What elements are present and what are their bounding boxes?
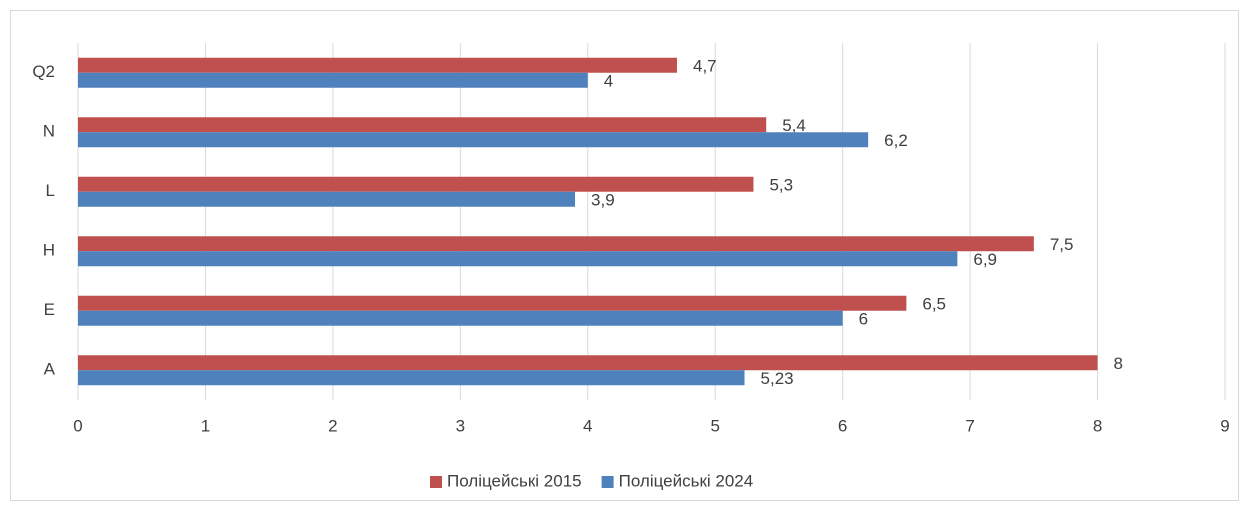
x-tick-label: 9 <box>1220 416 1229 435</box>
bar <box>78 370 745 386</box>
bar <box>78 176 754 192</box>
data-label: 6,2 <box>884 131 908 150</box>
legend-label: Поліцейські 2024 <box>619 471 754 490</box>
y-tick-label: N <box>43 122 55 141</box>
x-tick-label: 8 <box>1093 416 1102 435</box>
y-tick-label: H <box>43 241 55 260</box>
bar <box>78 236 1034 252</box>
x-tick-label: 5 <box>710 416 719 435</box>
bar <box>78 57 677 73</box>
bar <box>78 310 843 326</box>
y-tick-label: A <box>44 360 56 379</box>
data-label: 5,3 <box>769 176 793 195</box>
bar <box>78 355 1098 371</box>
data-label: 7,5 <box>1050 235 1074 254</box>
data-label: 4,7 <box>693 57 717 76</box>
data-label: 3,9 <box>591 191 615 210</box>
x-tick-label: 6 <box>838 416 847 435</box>
x-tick-label: 7 <box>965 416 974 435</box>
data-label: 4 <box>604 72 613 91</box>
data-label: 6,9 <box>973 250 997 269</box>
bar <box>78 72 588 88</box>
y-tick-label: E <box>44 300 55 319</box>
bar <box>78 191 576 207</box>
x-tick-label: 1 <box>201 416 210 435</box>
data-label: 5,4 <box>782 116 806 135</box>
bar <box>78 132 869 148</box>
data-label: 6,5 <box>922 295 946 314</box>
x-tick-label: 3 <box>456 416 465 435</box>
bar <box>78 117 767 133</box>
y-tick-label: Q2 <box>32 62 55 81</box>
bar <box>78 251 958 267</box>
data-label: 8 <box>1114 354 1123 373</box>
data-label: 5,23 <box>761 369 794 388</box>
bar <box>78 295 907 311</box>
legend-swatch <box>601 476 614 488</box>
legend-swatch <box>430 476 442 488</box>
legend-label: Поліцейські 2015 <box>447 471 582 490</box>
data-label: 6 <box>859 310 868 329</box>
y-tick-label: L <box>46 181 55 200</box>
x-tick-label: 2 <box>328 416 337 435</box>
x-tick-label: 4 <box>583 416 592 435</box>
x-tick-label: 0 <box>73 416 82 435</box>
